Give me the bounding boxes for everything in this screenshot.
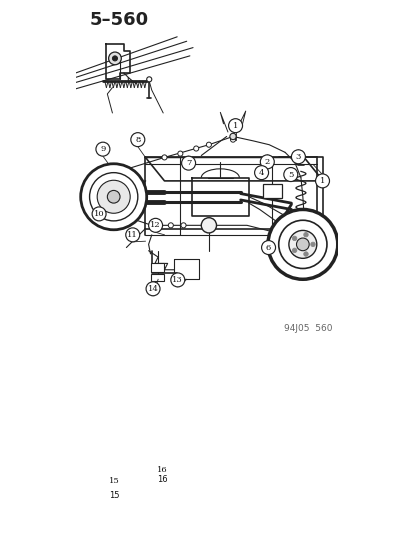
Text: 3: 3 <box>295 153 300 161</box>
Circle shape <box>292 248 296 253</box>
Circle shape <box>92 207 106 221</box>
Text: 2: 2 <box>264 158 269 166</box>
Text: 7: 7 <box>185 159 191 167</box>
Circle shape <box>261 240 275 255</box>
Text: 4: 4 <box>258 168 263 176</box>
Circle shape <box>229 133 236 140</box>
Bar <box>262 184 281 198</box>
Circle shape <box>155 463 169 478</box>
Circle shape <box>148 219 162 232</box>
Circle shape <box>146 282 160 296</box>
Circle shape <box>161 155 166 160</box>
Circle shape <box>230 137 235 142</box>
Circle shape <box>96 142 109 156</box>
Circle shape <box>180 223 185 228</box>
Circle shape <box>288 230 316 259</box>
Text: 16: 16 <box>157 466 168 474</box>
Circle shape <box>126 228 139 242</box>
Text: 5–560: 5–560 <box>89 11 148 29</box>
Circle shape <box>168 223 173 228</box>
Text: 13: 13 <box>172 276 183 284</box>
Circle shape <box>131 133 145 147</box>
Circle shape <box>303 232 307 237</box>
Circle shape <box>254 166 268 180</box>
Circle shape <box>177 151 183 156</box>
Text: 10: 10 <box>94 210 104 218</box>
Circle shape <box>97 180 130 213</box>
Text: 6: 6 <box>265 244 271 252</box>
Text: 16: 16 <box>157 475 168 484</box>
Circle shape <box>283 167 297 182</box>
Text: 94J05  560: 94J05 560 <box>283 324 332 333</box>
Text: 15: 15 <box>109 490 119 499</box>
Circle shape <box>260 155 274 169</box>
Text: 1: 1 <box>319 177 325 185</box>
Text: 8: 8 <box>135 135 140 143</box>
Circle shape <box>291 150 305 164</box>
Text: 1: 1 <box>233 122 237 130</box>
Circle shape <box>81 164 146 230</box>
Text: 9: 9 <box>100 145 105 153</box>
Circle shape <box>181 156 195 170</box>
Circle shape <box>267 209 337 279</box>
Circle shape <box>107 474 121 488</box>
Circle shape <box>315 174 329 188</box>
Circle shape <box>89 173 138 221</box>
Circle shape <box>155 223 160 228</box>
Bar <box>150 263 164 272</box>
Circle shape <box>292 236 296 240</box>
Circle shape <box>310 242 314 247</box>
Text: 14: 14 <box>147 285 158 293</box>
Circle shape <box>193 146 198 151</box>
Circle shape <box>206 142 211 147</box>
Circle shape <box>146 77 152 82</box>
Circle shape <box>201 217 216 233</box>
Circle shape <box>112 56 117 61</box>
Circle shape <box>108 52 121 64</box>
Text: 12: 12 <box>150 221 161 229</box>
Bar <box>150 274 164 280</box>
Text: 5: 5 <box>287 171 293 179</box>
Circle shape <box>278 220 326 269</box>
Circle shape <box>107 190 120 203</box>
Text: 15: 15 <box>109 477 119 485</box>
Circle shape <box>296 238 309 251</box>
Circle shape <box>303 252 307 256</box>
Circle shape <box>228 119 242 133</box>
Text: 11: 11 <box>127 231 138 239</box>
Circle shape <box>171 273 184 287</box>
